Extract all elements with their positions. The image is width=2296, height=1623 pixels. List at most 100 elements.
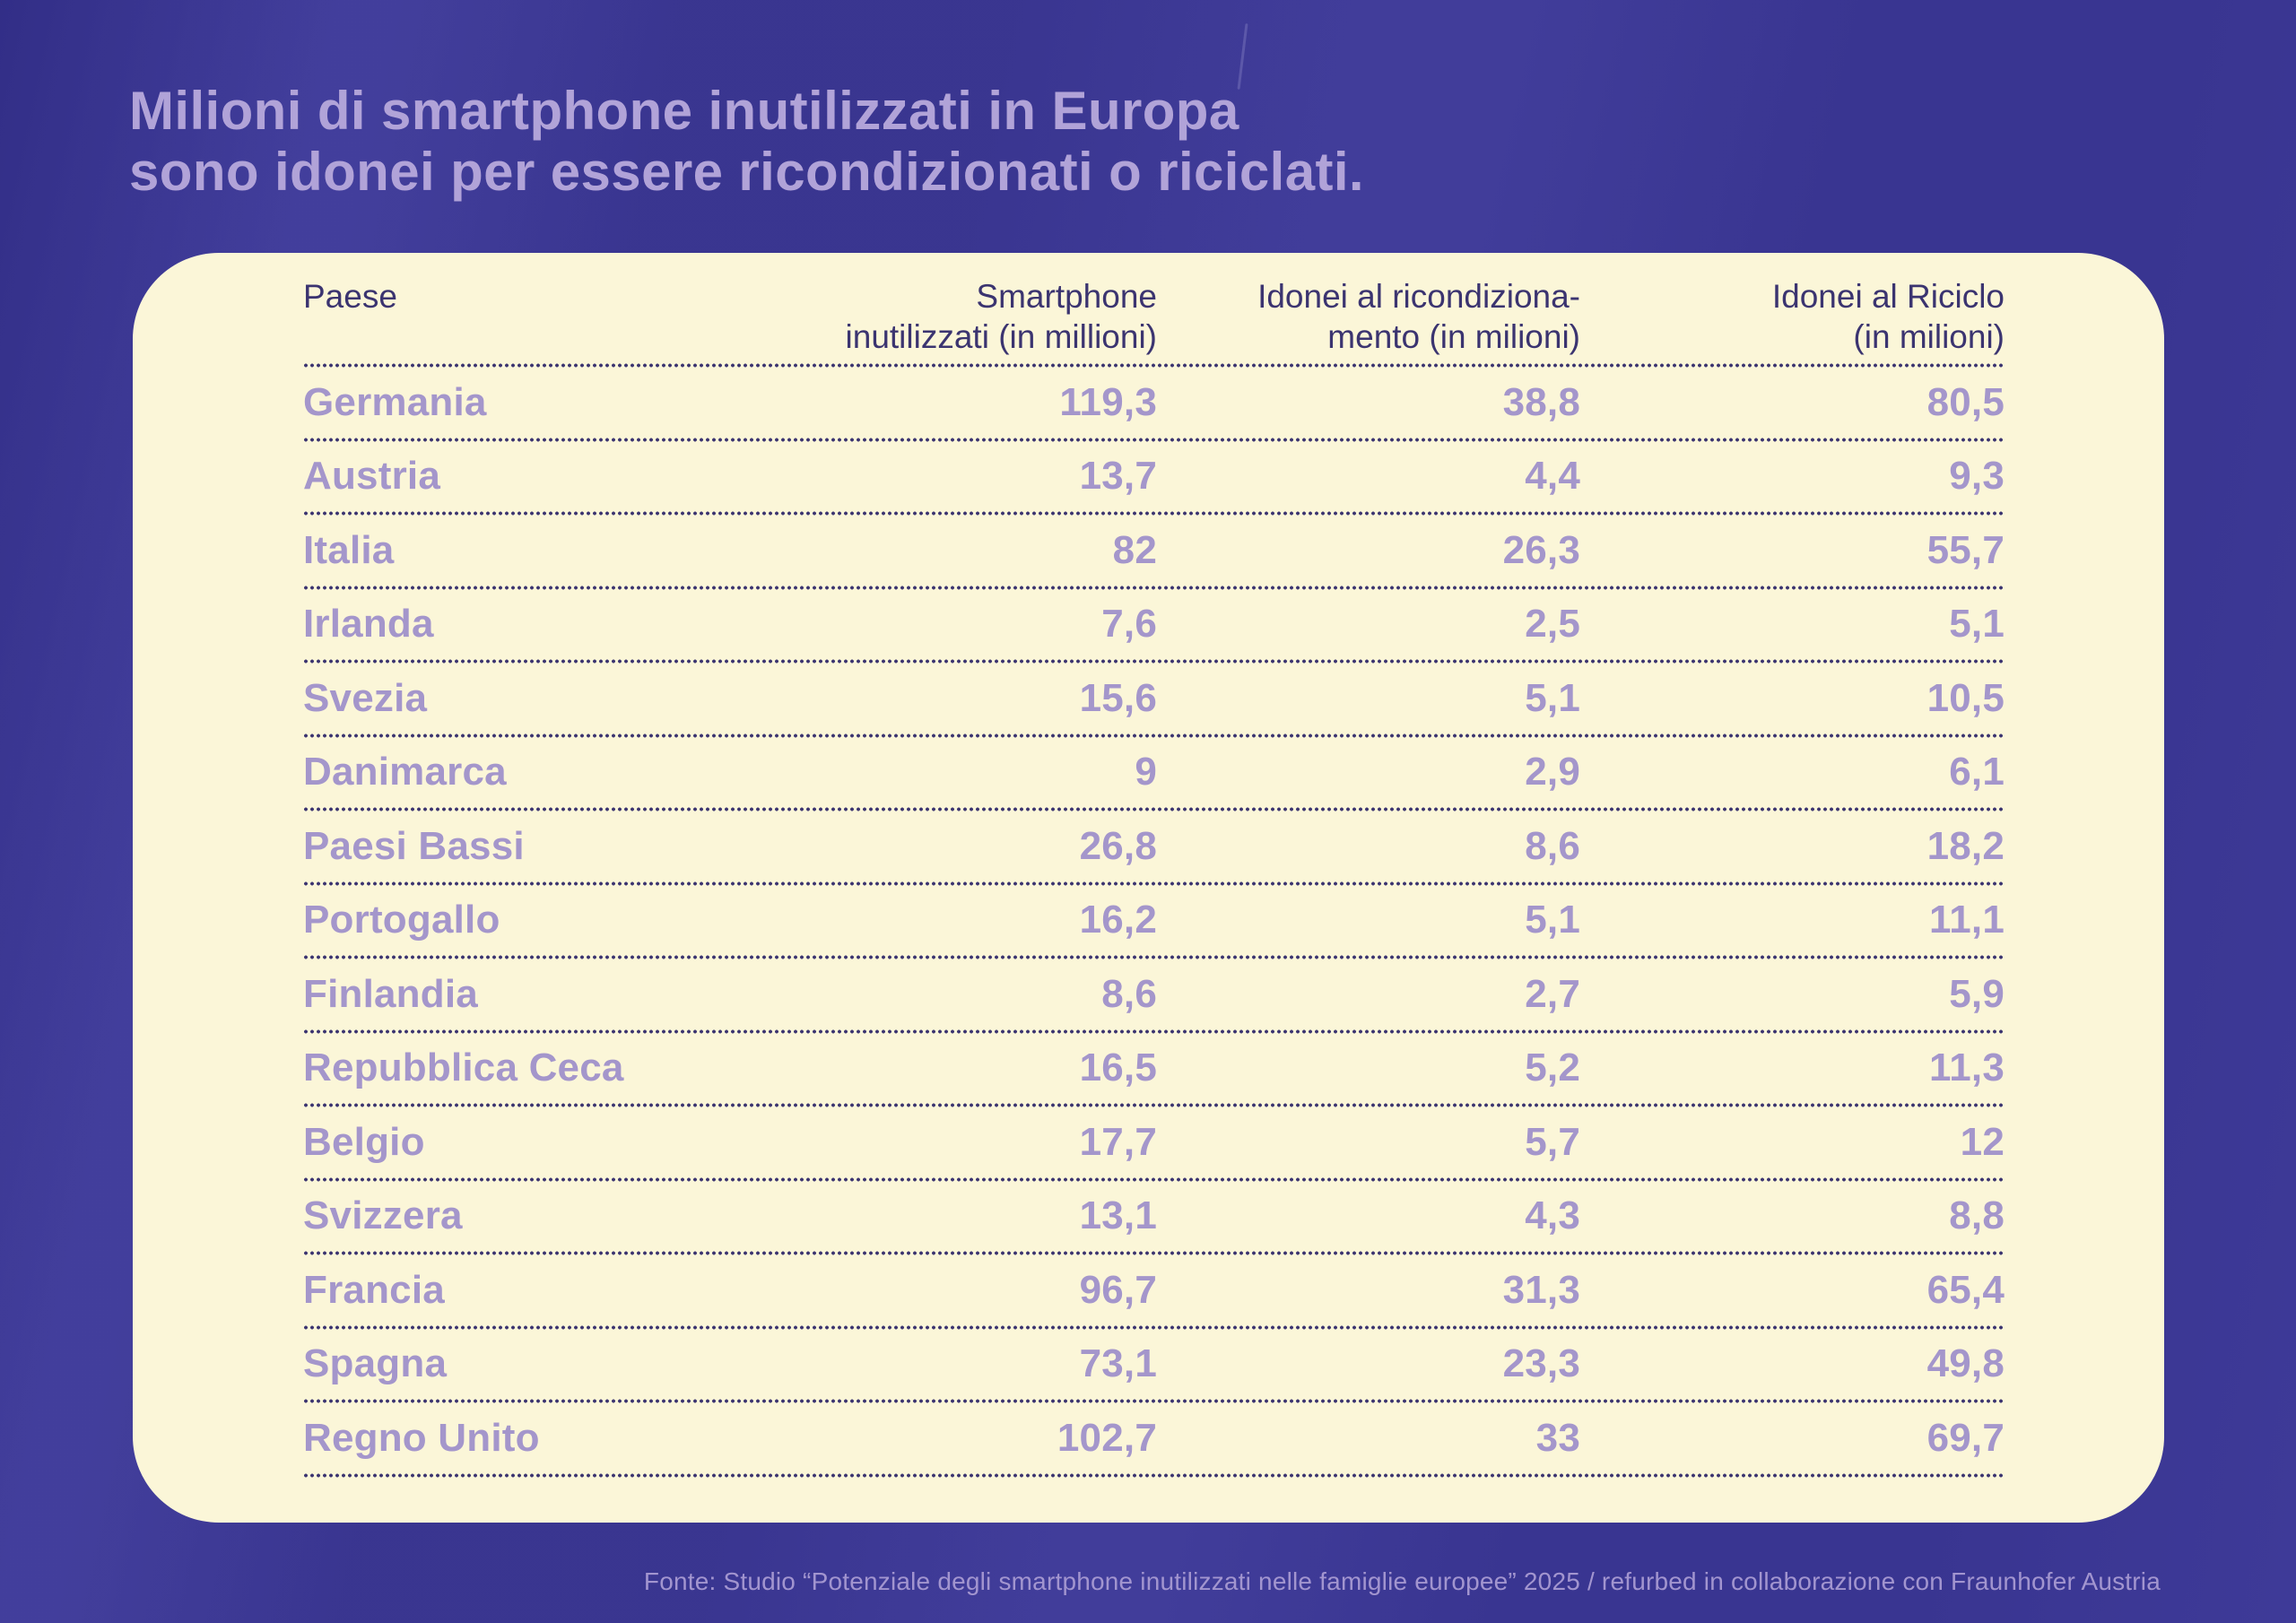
dotted-separator: [303, 584, 2005, 591]
value-cell: 5,9: [1949, 971, 2005, 1016]
table-row: Germania 119,3 38,8 80,5: [303, 369, 2005, 437]
table-row: Portogallo 16,2 5,1 11,1: [303, 887, 2005, 955]
value-cell: 2,7: [1525, 971, 1580, 1016]
table-row: Francia 96,7 31,3 65,4: [303, 1256, 2005, 1324]
value-cell: 9: [1135, 750, 1157, 794]
value-cell: 4,3: [1525, 1193, 1580, 1238]
table-row: Finlandia 8,6 2,7 5,9: [303, 960, 2005, 1028]
table-row: Regno Unito 102,7 33 69,7: [303, 1404, 2005, 1472]
value-cell: 11,1: [1928, 898, 2005, 942]
page-title-line1: Milioni di smartphone inutilizzati in Eu…: [129, 81, 1239, 141]
dotted-separator: [303, 1176, 2005, 1183]
value-cell: 5,1: [1525, 675, 1580, 720]
country-cell: Paesi Bassi: [303, 823, 525, 868]
table-row: Belgio 17,7 5,7 12: [303, 1108, 2005, 1176]
value-cell: 8,6: [1525, 823, 1580, 868]
dotted-separator: [303, 732, 2005, 739]
value-cell: 16,5: [1079, 1046, 1157, 1090]
value-cell: 2,9: [1525, 750, 1580, 794]
value-cell: 13,7: [1079, 454, 1157, 499]
dotted-separator: [303, 658, 2005, 664]
value-cell: 26,8: [1079, 823, 1157, 868]
value-cell: 18,2: [1926, 823, 2005, 868]
table-body: Germania 119,3 38,8 80,5 Austria 13,7 4,4 9,3 It…: [303, 369, 2005, 1479]
country-cell: Irlanda: [303, 602, 434, 647]
source-note: Fonte: Studio “Potenziale degli smartpho…: [643, 1567, 2161, 1595]
table-row: Paesi Bassi 26,8 8,6 18,2: [303, 812, 2005, 881]
value-cell: 8,8: [1949, 1193, 2005, 1238]
column-header-unused: Smartphone inutilizzati (in millioni): [845, 278, 1157, 355]
value-cell: 9,3: [1949, 454, 2005, 499]
country-cell: Svizzera: [303, 1193, 463, 1238]
value-cell: 49,8: [1926, 1341, 2005, 1386]
country-cell: Portogallo: [303, 898, 500, 942]
value-cell: 69,7: [1926, 1415, 2005, 1460]
value-cell: 65,4: [1926, 1267, 2005, 1312]
value-cell: 2,5: [1525, 602, 1580, 647]
dotted-separator: [303, 510, 2005, 516]
value-cell: 4,4: [1525, 454, 1580, 499]
value-cell: 23,3: [1502, 1341, 1580, 1386]
country-cell: Belgio: [303, 1119, 425, 1164]
country-cell: Spagna: [303, 1341, 448, 1386]
value-cell: 102,7: [1057, 1415, 1157, 1460]
dotted-separator: [303, 436, 2005, 443]
value-cell: 38,8: [1502, 379, 1580, 424]
dotted-separator: [303, 362, 2005, 369]
page-title: Milioni di smartphone inutilizzati in Eu…: [129, 81, 1364, 203]
value-cell: 96,7: [1079, 1267, 1157, 1312]
dotted-separator: [303, 880, 2005, 887]
value-cell: 12: [1960, 1119, 2005, 1164]
country-cell: Francia: [303, 1267, 445, 1312]
table-row: Svezia 15,6 5,1 10,5: [303, 664, 2005, 733]
value-cell: 13,1: [1079, 1193, 1157, 1238]
country-cell: Repubblica Ceca: [303, 1046, 624, 1090]
value-cell: 5,1: [1525, 898, 1580, 942]
dotted-separator: [303, 806, 2005, 812]
dotted-separator: [303, 1324, 2005, 1331]
value-cell: 17,7: [1079, 1119, 1157, 1164]
country-cell: Regno Unito: [303, 1415, 540, 1460]
value-cell: 55,7: [1926, 527, 2005, 572]
table-row: Spagna 73,1 23,3 49,8: [303, 1331, 2005, 1399]
table-row: Danimarca 9 2,9 6,1: [303, 739, 2005, 807]
value-cell: 31,3: [1502, 1267, 1580, 1312]
dotted-separator: [303, 1398, 2005, 1404]
value-cell: 82: [1112, 527, 1157, 572]
country-cell: Germania: [303, 379, 487, 424]
column-header-refurbish: Idonei al ricondiziona- mento (in milion…: [1257, 278, 1580, 355]
dotted-separator: [303, 1028, 2005, 1035]
value-cell: 5,2: [1525, 1046, 1580, 1090]
dotted-separator: [303, 1471, 2005, 1479]
value-cell: 5,7: [1525, 1119, 1580, 1164]
column-header-recycle: Idonei al Riciclo (in milioni): [1771, 278, 2005, 355]
value-cell: 119,3: [1059, 379, 1157, 424]
value-cell: 5,1: [1949, 602, 2005, 647]
value-cell: 6,1: [1949, 750, 2005, 794]
data-card: Paese Smartphone inutilizzati (in millio…: [133, 253, 2164, 1523]
table-row: Svizzera 13,1 4,3 8,8: [303, 1183, 2005, 1251]
value-cell: 16,2: [1079, 898, 1157, 942]
table-row: Italia 82 26,3 55,7: [303, 516, 2005, 585]
dotted-separator: [303, 1102, 2005, 1108]
country-cell: Italia: [303, 527, 395, 572]
value-cell: 8,6: [1101, 971, 1157, 1016]
paper-crease: [1237, 23, 1248, 90]
dotted-separator: [303, 954, 2005, 960]
table-row: Austria 13,7 4,4 9,3: [303, 443, 2005, 511]
dotted-separator: [303, 1250, 2005, 1256]
value-cell: 11,3: [1928, 1046, 2005, 1090]
table-row: Irlanda 7,6 2,5 5,1: [303, 591, 2005, 659]
page-title-line2: sono idonei per essere ricondizionati o …: [129, 142, 1365, 202]
table-row: Repubblica Ceca 16,5 5,2 11,3: [303, 1035, 2005, 1103]
table-header-row: Paese Smartphone inutilizzati (in millio…: [303, 276, 2005, 357]
value-cell: 15,6: [1079, 675, 1157, 720]
country-cell: Danimarca: [303, 750, 507, 794]
country-cell: Austria: [303, 454, 440, 499]
value-cell: 7,6: [1101, 602, 1157, 647]
value-cell: 80,5: [1926, 379, 2005, 424]
value-cell: 26,3: [1502, 527, 1580, 572]
country-cell: Svezia: [303, 675, 428, 720]
value-cell: 73,1: [1079, 1341, 1157, 1386]
column-header-country: Paese: [303, 278, 397, 315]
